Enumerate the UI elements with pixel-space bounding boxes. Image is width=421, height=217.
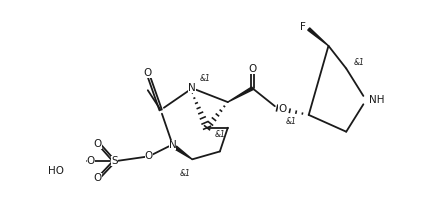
Text: &1: &1 bbox=[286, 117, 297, 126]
Text: F: F bbox=[300, 22, 306, 32]
Text: &1: &1 bbox=[200, 74, 211, 83]
Text: O: O bbox=[93, 138, 101, 149]
Text: &1: &1 bbox=[353, 58, 364, 67]
Text: O: O bbox=[145, 151, 153, 161]
Text: O: O bbox=[248, 64, 256, 74]
Text: O: O bbox=[87, 156, 95, 166]
Text: O: O bbox=[278, 104, 286, 114]
Text: HO: HO bbox=[48, 166, 64, 176]
Text: &1: &1 bbox=[180, 169, 191, 178]
Polygon shape bbox=[308, 28, 328, 46]
Text: N: N bbox=[169, 140, 176, 150]
Text: &1: &1 bbox=[215, 130, 226, 139]
Polygon shape bbox=[228, 87, 253, 102]
Text: N: N bbox=[188, 83, 196, 93]
Text: NH: NH bbox=[369, 95, 384, 105]
Text: S: S bbox=[111, 156, 117, 166]
Text: O: O bbox=[144, 68, 152, 79]
Polygon shape bbox=[174, 146, 192, 159]
Text: O: O bbox=[93, 173, 101, 183]
